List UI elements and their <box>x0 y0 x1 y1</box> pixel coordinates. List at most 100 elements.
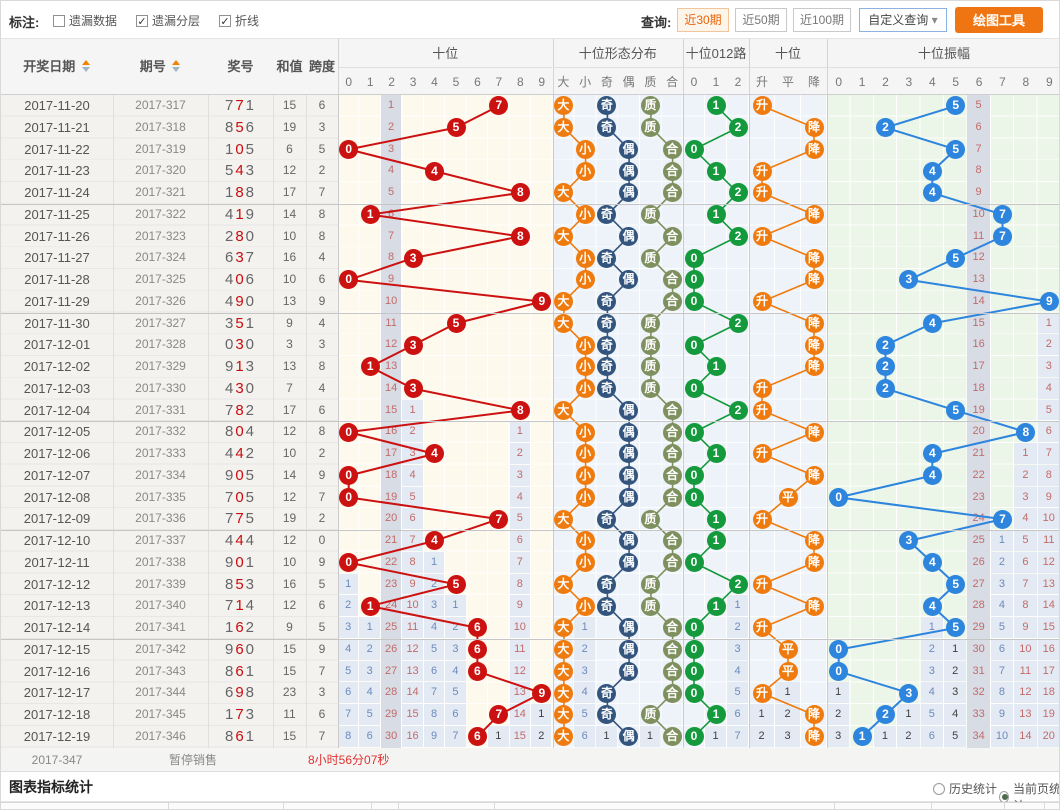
amp-miss-count: 2 <box>990 551 1014 573</box>
sum-cell: 12 <box>282 424 297 439</box>
road-miss-count: 2 <box>727 617 748 638</box>
span-cell: 3 <box>318 119 326 134</box>
tens-miss-count: 13 <box>384 360 398 372</box>
period-cell: 2017-344 <box>135 685 186 700</box>
column-header-span: 跨度 <box>308 59 335 74</box>
tens-miss-count: 4 <box>388 164 395 177</box>
amplitude-circle: 2 <box>876 379 895 399</box>
big-small-circle: 大 <box>553 574 573 594</box>
amp-miss-count: 2 <box>897 725 920 747</box>
prize-number: 419 <box>224 205 257 223</box>
radio-history-stats[interactable]: 历史统计 <box>933 780 997 797</box>
sum-cell: 15 <box>282 98 297 112</box>
draw-tool-button[interactable]: 绘图工具 <box>955 7 1043 33</box>
date-cell: 2017-12-10 <box>23 533 91 548</box>
subcol-header: 2 <box>727 67 749 95</box>
prize-number: 782 <box>224 401 257 419</box>
updown-miss-count: 3 <box>775 725 800 747</box>
amp-miss-count: 27 <box>972 577 985 590</box>
divider <box>749 39 750 94</box>
query-last30-button[interactable]: 近30期 <box>677 8 729 32</box>
up-down-circle: 降 <box>804 335 824 355</box>
amplitude-circle: 4 <box>922 161 942 181</box>
shape-miss-count: 2 <box>574 638 595 660</box>
subcol-header: 0 <box>338 67 360 95</box>
big-small-circle: 小 <box>575 553 595 573</box>
date-cell: 2017-12-01 <box>23 337 91 353</box>
prize-number: 406 <box>224 271 257 288</box>
prime-composite-circle: 质 <box>640 118 660 138</box>
tens-miss-count: 5 <box>402 486 423 508</box>
amp-miss-count: 13 <box>1014 704 1037 725</box>
up-down-circle: 降 <box>804 531 824 551</box>
up-down-circle: 升 <box>752 618 772 638</box>
amp-miss-count: 4 <box>944 704 967 725</box>
amp-miss-count: 32 <box>972 686 985 699</box>
query-last50-button[interactable]: 近50期 <box>735 8 787 32</box>
updown-miss-count: 2 <box>749 725 774 747</box>
custom-query-dropdown[interactable]: 自定义查询 ▾ <box>859 8 947 32</box>
amp-miss-count: 5 <box>990 617 1014 638</box>
subcol-header: 4 <box>920 67 944 95</box>
group-header-tens: 十位 <box>432 46 459 61</box>
subcol-header: 6 <box>967 67 991 95</box>
subcol-header: 7 <box>488 67 510 95</box>
prime-composite-circle: 质 <box>640 335 660 355</box>
period-cell: 2017-327 <box>135 315 186 330</box>
tens-miss-count: 3 <box>338 617 359 638</box>
group-header-updown: 十位 <box>774 46 801 61</box>
checkbox-polyline[interactable]: ✓ 折线 <box>219 12 259 29</box>
amplitude-circle: 0 <box>829 487 849 507</box>
tens-miss-count: 5 <box>423 638 445 660</box>
road-012-circle: 0 <box>684 270 704 290</box>
radio-icon[interactable] <box>933 782 945 795</box>
amp-miss-count: 10 <box>990 725 1014 747</box>
big-small-circle: 大 <box>553 727 573 747</box>
column-header-period[interactable]: 期号 <box>113 39 208 95</box>
big-small-circle: 小 <box>575 357 595 377</box>
amp-miss-count: 14 <box>1037 595 1059 616</box>
span-cell: 7 <box>318 489 326 504</box>
amp-miss-count: 8 <box>990 682 1014 703</box>
big-small-circle: 大 <box>553 226 573 246</box>
checkbox-miss-data[interactable]: 遗漏数据 <box>53 12 117 29</box>
amp-miss-count: 8 <box>1037 464 1059 486</box>
amplitude-circle: 5 <box>946 139 966 159</box>
checkbox-icon[interactable]: ✓ <box>219 14 231 28</box>
road-miss-count: 1 <box>727 595 748 616</box>
checkbox-icon[interactable] <box>53 14 65 27</box>
big-small-circle: 大 <box>553 683 573 703</box>
road-012-circle: 1 <box>706 96 726 116</box>
column-header-date[interactable]: 开奖日期 <box>1 39 113 95</box>
tens-digit-circle: 6 <box>467 640 487 660</box>
span-cell: 5 <box>318 576 326 591</box>
date-cell: 2017-12-02 <box>23 359 91 374</box>
amplitude-circle: 4 <box>922 313 942 333</box>
shape-miss-count: 5 <box>574 704 595 725</box>
date-cell: 2017-12-04 <box>23 402 91 418</box>
span-cell: 4 <box>318 380 326 395</box>
tens-digit-circle: 3 <box>403 248 423 268</box>
tens-miss-count: 14 <box>402 682 423 703</box>
road-012-circle: 2 <box>728 400 748 420</box>
tens-miss-count: 27 <box>384 664 398 677</box>
tens-miss-count: 5 <box>338 660 359 682</box>
checkbox-label: 遗漏数据 <box>69 14 118 28</box>
subcol-header: 0 <box>683 67 705 95</box>
tens-miss-count: 11 <box>402 617 423 638</box>
tens-miss-count: 4 <box>338 638 359 660</box>
toolbar: 标注: 遗漏数据 ✓ 遗漏分层 ✓ 折线 查询: 近30期 近50期 近100期… <box>1 1 1059 39</box>
checkbox-icon[interactable]: ✓ <box>136 14 148 28</box>
period-cell: 2017-346 <box>135 728 186 743</box>
period-cell: 2017-343 <box>135 663 186 678</box>
query-last100-button[interactable]: 近100期 <box>793 8 851 32</box>
prime-composite-circle: 合 <box>662 618 682 638</box>
amp-miss-count: 20 <box>972 425 985 438</box>
group-separator <box>1 530 1059 531</box>
span-cell: 9 <box>318 293 326 308</box>
amp-miss-count: 3 <box>920 660 943 682</box>
tens-miss-count: 3 <box>359 660 380 682</box>
prime-composite-circle: 合 <box>662 466 682 486</box>
amp-miss-count: 1 <box>990 530 1014 551</box>
checkbox-miss-layer[interactable]: ✓ 遗漏分层 <box>136 12 200 29</box>
